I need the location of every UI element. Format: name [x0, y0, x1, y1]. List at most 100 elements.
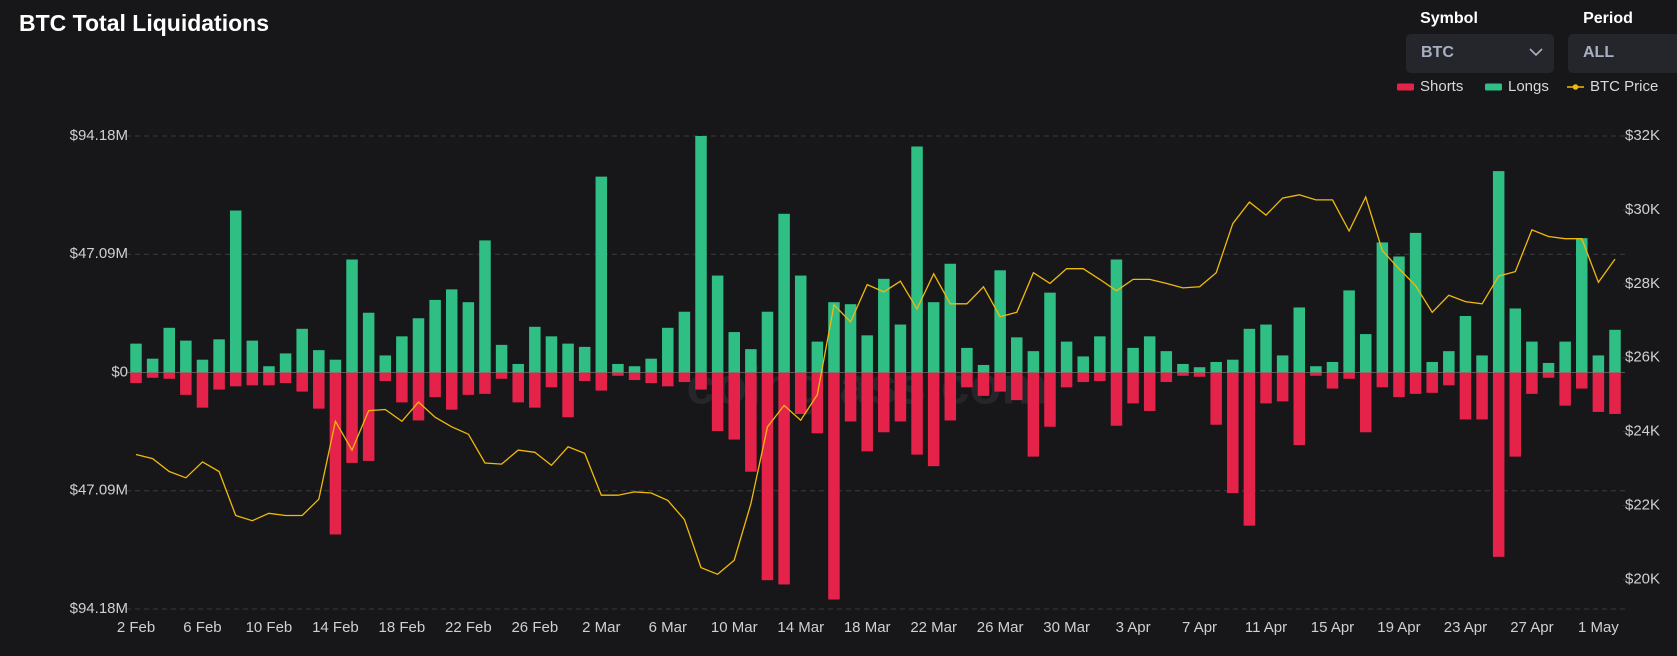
bar	[529, 326, 541, 373]
bar	[628, 372, 641, 381]
y-tick-label: $47.09M	[70, 245, 128, 262]
bar	[728, 372, 740, 440]
period-dropdown[interactable]	[1568, 34, 1677, 73]
bar	[1393, 372, 1405, 398]
bar	[761, 311, 774, 373]
bar	[1542, 362, 1555, 373]
bar	[1110, 259, 1123, 373]
bar	[1393, 256, 1405, 373]
bar	[811, 372, 824, 434]
bar	[861, 335, 873, 373]
bar	[612, 372, 624, 376]
bar	[180, 372, 192, 395]
bar	[1094, 372, 1106, 382]
bar	[1127, 347, 1139, 373]
bar	[645, 358, 657, 373]
bar	[612, 363, 624, 373]
bar	[362, 372, 375, 461]
bar	[894, 372, 907, 422]
bar	[313, 372, 325, 409]
bar	[645, 372, 657, 384]
bar	[1576, 238, 1588, 373]
bar	[927, 302, 940, 373]
bar	[711, 372, 724, 432]
bar	[1077, 356, 1089, 373]
legend-label: Shorts	[1420, 78, 1463, 95]
bar	[778, 372, 790, 585]
bar	[329, 359, 342, 373]
bar	[1143, 336, 1156, 373]
bar	[562, 343, 574, 373]
bar	[662, 372, 674, 387]
bar	[1011, 372, 1023, 401]
y2-tick-label: $22K	[1625, 497, 1660, 514]
bar	[778, 213, 790, 373]
bar	[1310, 366, 1322, 373]
bar	[1376, 242, 1389, 373]
x-tick-label: 22 Feb	[445, 619, 492, 636]
x-tick-label: 3 Apr	[1116, 619, 1151, 636]
y-tick-label: $94.18M	[70, 127, 128, 144]
bar	[728, 332, 740, 373]
bar	[196, 359, 209, 373]
bar	[595, 176, 608, 373]
legend-swatch	[1397, 83, 1414, 91]
bar	[429, 299, 441, 373]
bar	[944, 372, 957, 421]
bar	[894, 324, 907, 373]
x-tick-label: 6 Feb	[183, 619, 221, 636]
bar	[1160, 372, 1173, 383]
bar	[130, 372, 142, 384]
bar	[429, 372, 441, 398]
symbol-dropdown[interactable]	[1406, 34, 1554, 73]
bar	[1193, 372, 1206, 377]
bar	[944, 263, 957, 373]
bar	[296, 372, 308, 392]
bar	[1376, 372, 1389, 388]
bar	[146, 372, 159, 378]
bar	[1210, 361, 1222, 373]
bar	[296, 328, 308, 373]
bar	[1359, 372, 1372, 433]
bar	[462, 302, 475, 373]
bar	[1260, 372, 1272, 404]
bar	[844, 372, 857, 422]
bar	[180, 340, 192, 373]
bar	[445, 372, 458, 410]
bar	[578, 346, 591, 373]
y2-tick-label: $20K	[1625, 570, 1660, 587]
bar	[695, 136, 707, 373]
bar	[595, 372, 608, 391]
x-tick-label: 14 Mar	[777, 619, 824, 636]
bar	[1260, 324, 1272, 373]
bar	[362, 312, 375, 373]
bar	[545, 336, 558, 373]
x-tick-label: 10 Feb	[246, 619, 293, 636]
legend-swatch	[1485, 83, 1502, 91]
bar	[1526, 372, 1538, 394]
bar	[961, 372, 973, 388]
bar	[1592, 372, 1605, 412]
y2-tick-label: $32K	[1625, 127, 1660, 144]
bar	[1027, 372, 1040, 457]
bar	[828, 302, 840, 373]
bar	[1343, 372, 1355, 379]
bar	[1576, 372, 1588, 389]
bar	[927, 372, 940, 467]
bar	[396, 372, 408, 403]
bar	[213, 372, 225, 390]
bar	[1326, 361, 1339, 373]
bar	[878, 278, 890, 373]
bar	[1326, 372, 1339, 389]
bar	[163, 327, 175, 373]
x-tick-label: 2 Mar	[582, 619, 620, 636]
bar	[562, 372, 574, 418]
bar	[1559, 341, 1571, 373]
bar	[396, 336, 408, 373]
bar	[678, 372, 691, 383]
bar	[711, 275, 724, 373]
x-tick-label: 18 Mar	[844, 619, 891, 636]
y2-tick-label: $26K	[1625, 349, 1660, 366]
dropdown-chevron	[1529, 48, 1543, 57]
